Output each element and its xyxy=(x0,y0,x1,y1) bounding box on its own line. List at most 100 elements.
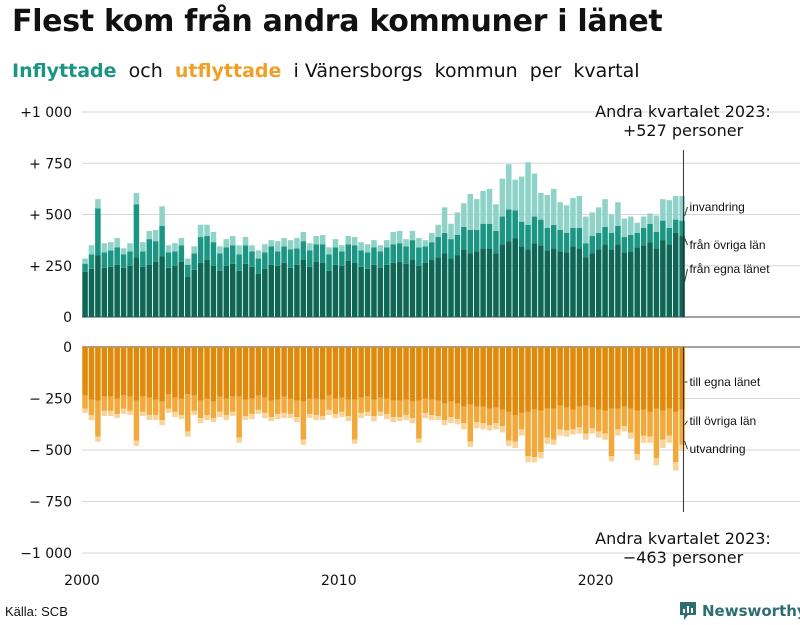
inflow-bar-egna xyxy=(384,264,390,317)
inflow-bar-egna xyxy=(531,243,538,317)
inflow-bar-invandring xyxy=(589,212,595,237)
inflow-bar-ovriga xyxy=(127,251,133,266)
outflow-bar-egna xyxy=(435,347,441,401)
subtitle-och: och xyxy=(128,60,163,82)
outflow-bar-ovriga xyxy=(371,399,377,417)
outflow-bar-ovriga xyxy=(544,408,551,438)
inflow-bar-invandring xyxy=(384,240,390,248)
inflow-bar-egna xyxy=(345,260,352,317)
outflow-bar-egna xyxy=(608,347,615,409)
outflow-bar-egna xyxy=(229,347,236,397)
inflow-bar-invandring xyxy=(300,231,307,242)
inflow-bar-invandring xyxy=(409,230,416,241)
outflow-bar-utvandring xyxy=(454,419,461,425)
outflow-bar-ovriga xyxy=(197,400,204,419)
inflow-bar-egna xyxy=(223,265,230,317)
outflow-bar-utvandring xyxy=(377,411,384,417)
outflow-bar-egna xyxy=(409,347,416,402)
outflow-bar-utvandring xyxy=(595,431,602,438)
inflow-bar-ovriga xyxy=(435,237,441,258)
outflow-bar-egna xyxy=(493,347,499,408)
outflow-bar-egna xyxy=(223,347,230,399)
outflow-bar-utvandring xyxy=(120,408,127,414)
outflow-bar-ovriga xyxy=(576,406,583,428)
inflow-bar-egna xyxy=(467,253,474,317)
outflow-bar-utvandring xyxy=(95,436,101,442)
outflow-bar-egna xyxy=(364,347,371,397)
outflow-bar-egna xyxy=(236,347,242,397)
inflow-bar-ovriga xyxy=(486,223,493,249)
outflow-bar-utvandring xyxy=(326,409,332,415)
inflow-bar-egna xyxy=(185,277,191,317)
outflow-bar-ovriga xyxy=(480,406,486,424)
inflow-bar-egna xyxy=(589,253,595,317)
inflow-bar-egna xyxy=(544,250,551,317)
inflow-bar-ovriga xyxy=(307,250,313,267)
inflow-bar-invandring xyxy=(396,230,403,244)
outflow-bar-egna xyxy=(557,347,563,406)
outflow-bar-ovriga xyxy=(172,397,178,412)
inflow-bar-ovriga xyxy=(679,220,685,237)
outflow-bar-ovriga xyxy=(396,400,403,418)
outflow-bar-ovriga xyxy=(583,405,589,434)
inflow-bar-ovriga xyxy=(332,247,339,265)
outflow-bar-utvandring xyxy=(300,439,307,445)
inflow-bar-invandring xyxy=(525,162,531,225)
inflow-bars xyxy=(82,162,685,317)
inflow-bar-ovriga xyxy=(672,219,679,233)
outflow-bar-utvandring xyxy=(550,439,557,445)
outflow-bar-ovriga xyxy=(422,398,429,413)
inflow-bar-ovriga xyxy=(120,254,127,268)
inflow-bar-ovriga xyxy=(647,223,653,243)
inflow-bar-invandring xyxy=(435,224,441,238)
inflow-bar-ovriga xyxy=(319,244,326,263)
inflow-bar-ovriga xyxy=(403,246,409,264)
inflow-bar-egna xyxy=(165,267,172,317)
inflow-bar-invandring xyxy=(473,199,480,230)
outflow-bar-egna xyxy=(313,347,319,399)
outflow-bar-egna xyxy=(319,347,326,400)
outflow-bar-ovriga xyxy=(300,401,307,440)
inflow-bar-invandring xyxy=(95,199,101,209)
inflow-bar-ovriga xyxy=(454,235,461,256)
inflow-bar-ovriga xyxy=(628,235,634,252)
inflow-bar-egna xyxy=(287,267,294,317)
outflow-bar-utvandring xyxy=(229,411,236,417)
outflow-bar-utvandring xyxy=(255,409,262,414)
outflow-bar-ovriga xyxy=(255,395,262,410)
outflow-bar-utvandring xyxy=(531,457,538,463)
outflow-bar-ovriga xyxy=(120,395,127,409)
outflow-bar-utvandring xyxy=(679,444,685,452)
outflow-bar-ovriga xyxy=(602,410,608,434)
outflow-bar-egna xyxy=(377,347,384,398)
outflow-bar-ovriga xyxy=(403,399,409,415)
inflow-bar-egna xyxy=(191,269,197,317)
outflow-bar-utvandring xyxy=(672,462,679,471)
outflow-bar-egna xyxy=(518,347,525,413)
outflow-bar-utvandring xyxy=(268,417,274,422)
inflow-bar-egna xyxy=(229,263,236,317)
outflow-bar-utvandring xyxy=(242,416,249,421)
outflow-bar-ovriga xyxy=(531,409,538,458)
inflow-bar-ovriga xyxy=(416,247,422,266)
outflow-bar-utvandring xyxy=(660,439,666,448)
newsworthy-icon xyxy=(680,602,696,620)
outflow-bar-utvandring xyxy=(621,426,628,432)
inflow-bar-egna xyxy=(300,259,307,317)
inflow-bar-ovriga xyxy=(480,223,486,249)
outflow-bar-utvandring xyxy=(101,410,108,417)
inflow-bar-egna xyxy=(525,249,531,317)
outflow-bar-utvandring xyxy=(332,413,339,419)
inflow-bar-invandring xyxy=(461,203,467,227)
inflow-bar-egna xyxy=(628,251,634,317)
inflow-bar-invandring xyxy=(339,245,345,252)
outflow-bar-egna xyxy=(416,347,422,401)
inflow-bar-invandring xyxy=(364,244,371,253)
inflow-bar-ovriga xyxy=(313,244,319,262)
inflow-bar-egna xyxy=(268,264,274,317)
inflow-bar-egna xyxy=(409,259,416,317)
outflow-bar-utvandring xyxy=(589,428,595,434)
outflow-bar-egna xyxy=(339,347,345,398)
outflow-bar-ovriga xyxy=(473,406,480,423)
